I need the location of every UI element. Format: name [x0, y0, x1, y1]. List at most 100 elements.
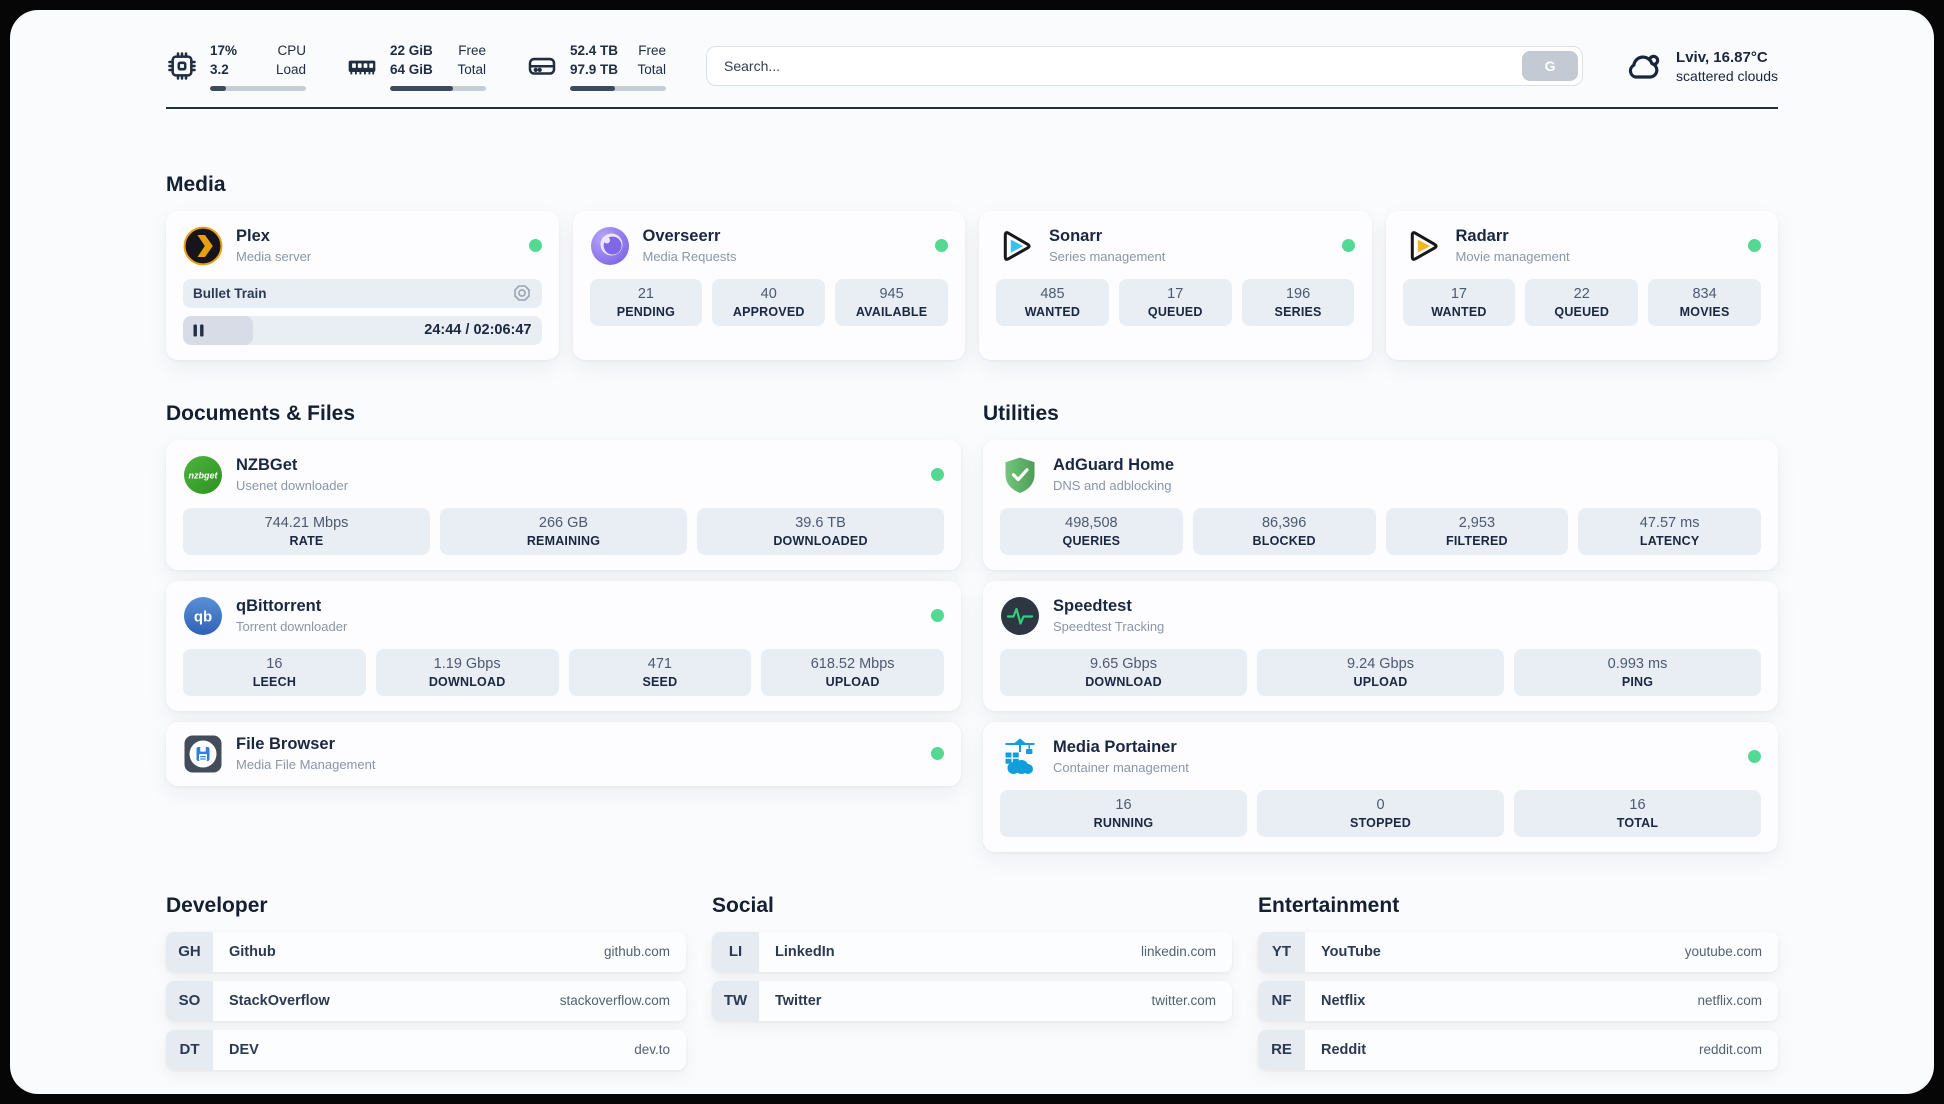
link-twitter[interactable]: TW Twitter twitter.com: [712, 980, 1232, 1021]
cpu-load-value: 3.2: [210, 61, 229, 77]
disk-total-value: 97.9 TB: [570, 61, 619, 77]
sonarr-icon: [996, 226, 1036, 266]
link-abbr: GH: [166, 931, 213, 972]
stat-tile: 21 PENDING: [589, 278, 703, 326]
weather-condition: scattered clouds: [1676, 67, 1778, 84]
search-input[interactable]: [711, 58, 1523, 75]
pause-icon: [193, 324, 204, 337]
stat-tile: 1.19 Gbps DOWNLOAD: [375, 648, 559, 696]
link-youtube[interactable]: YT YouTube youtube.com: [1258, 931, 1778, 972]
adguard-icon: [1000, 455, 1040, 495]
status-dot: [935, 239, 948, 253]
link-github[interactable]: GH Github github.com: [166, 931, 686, 972]
qbittorrent-icon: qb: [183, 596, 223, 636]
stat-tile: 16 RUNNING: [1000, 789, 1247, 837]
status-dot: [528, 239, 542, 253]
section-title-developer: Developer: [166, 893, 268, 917]
overseerr-icon: [590, 226, 630, 266]
stat-tile: 17 QUEUED: [1118, 278, 1232, 326]
plex-icon: [183, 226, 223, 266]
stat-tile: 618.52 Mbps UPLOAD: [761, 648, 944, 696]
stat-tile: 39.6 TB DOWNLOADED: [697, 507, 944, 555]
dashboard-page: 17% 3.2 CPU Load: [10, 10, 1934, 1094]
adguard-card[interactable]: AdGuard Home DNS and adblocking 498,508 …: [983, 439, 1778, 570]
link-url: youtube.com: [1684, 944, 1762, 960]
stat-tile: 0.993 ms PING: [1514, 648, 1761, 696]
link-linkedin[interactable]: LI LinkedIn linkedin.com: [712, 931, 1232, 972]
app-name: Radarr: [1455, 227, 1509, 246]
app-name: AdGuard Home: [1053, 456, 1175, 475]
app-desc: Media File Management: [236, 757, 376, 773]
link-netflix[interactable]: NF Netflix netflix.com: [1258, 980, 1778, 1021]
section-title-documents: Documents & Files: [166, 401, 356, 425]
ram-icon: [348, 61, 376, 75]
link-stackoverflow[interactable]: SO StackOverflow stackoverflow.com: [166, 980, 686, 1021]
app-desc: Media server: [236, 249, 312, 265]
stat-tile: 16 TOTAL: [1514, 789, 1761, 837]
media-grid: Plex Media server Bullet Train: [166, 210, 1778, 360]
app-desc: Series management: [1049, 249, 1166, 265]
search-engine-button[interactable]: G: [1522, 51, 1579, 82]
cloud-icon: [1628, 55, 1660, 79]
nzbget-icon: nzbget: [183, 455, 223, 495]
header-divider: [166, 106, 1778, 109]
plex-card[interactable]: Plex Media server Bullet Train: [166, 210, 559, 360]
link-url: reddit.com: [1698, 1042, 1762, 1058]
sonarr-card[interactable]: Sonarr Series management 485 WANTED 17 Q…: [979, 210, 1372, 360]
storage-progress-bar: [570, 85, 666, 91]
section-title-entertainment: Entertainment: [1258, 893, 1400, 917]
social-section: Social LI LinkedIn linkedin.com TW Twitt…: [712, 852, 1232, 1030]
overseerr-card[interactable]: Overseerr Media Requests 21 PENDING 40 A…: [572, 210, 965, 360]
status-dot: [931, 468, 944, 482]
app-desc: Movie management: [1455, 249, 1570, 265]
stat-tile: 471 SEED: [568, 648, 752, 696]
stat-tile: 945 AVAILABLE: [835, 278, 948, 326]
link-abbr: LI: [712, 931, 759, 972]
stat-tile: 17 WANTED: [1402, 278, 1516, 326]
link-name: Netflix: [1321, 992, 1366, 1009]
app-name: File Browser: [236, 735, 336, 754]
app-name: NZBGet: [236, 456, 298, 475]
link-abbr: YT: [1258, 931, 1305, 972]
app-desc: Torrent downloader: [236, 619, 348, 635]
link-name: StackOverflow: [229, 992, 330, 1009]
filebrowser-card[interactable]: File Browser Media File Management: [166, 721, 961, 786]
stat-tile: 9.24 Gbps UPLOAD: [1257, 648, 1504, 696]
now-playing-row: Bullet Train: [183, 278, 542, 308]
memory-progress-bar: [390, 85, 486, 91]
link-name: Twitter: [775, 992, 822, 1009]
ram-total-value: 64 GiB: [390, 61, 433, 77]
top-bar: 17% 3.2 CPU Load: [166, 10, 1778, 91]
nzbget-card[interactable]: nzbget NZBGet Usenet downloader 74: [166, 439, 961, 570]
ram-free-label: Free: [458, 43, 486, 58]
stat-tile: 266 GB REMAINING: [440, 507, 687, 555]
cpu-icon: [168, 52, 196, 81]
portainer-card[interactable]: Media Portainer Container management 16 …: [983, 721, 1778, 852]
load-label: Load: [275, 61, 306, 77]
memory-stat: 22 GiB 64 GiB Free Total: [346, 42, 486, 91]
link-abbr: SO: [166, 980, 213, 1021]
link-abbr: TW: [712, 980, 759, 1021]
app-desc: Usenet downloader: [236, 478, 349, 494]
link-name: Github: [229, 943, 276, 960]
radarr-icon: [1403, 226, 1443, 266]
stat-tile: 834 MOVIES: [1648, 278, 1761, 326]
now-playing-title: Bullet Train: [193, 285, 267, 301]
radarr-card[interactable]: Radarr Movie management 17 WANTED 22 QUE…: [1385, 210, 1778, 360]
speedtest-card[interactable]: Speedtest Speedtest Tracking 9.65 Gbps D…: [983, 580, 1778, 711]
stat-tile: 498,508 QUERIES: [1000, 507, 1183, 555]
cpu-usage-value: 17%: [210, 43, 238, 58]
qbittorrent-card[interactable]: qb qBittorrent Torrent downloader: [166, 580, 961, 711]
expand-media-icon[interactable]: [512, 283, 532, 303]
stat-tile: 16 LEECH: [183, 648, 366, 696]
link-url: twitter.com: [1151, 993, 1216, 1009]
disk-free-label: Free: [638, 43, 666, 58]
link-url: linkedin.com: [1140, 944, 1216, 960]
link-reddit[interactable]: RE Reddit reddit.com: [1258, 1029, 1778, 1070]
svg-text:qb: qb: [194, 608, 212, 625]
link-dev[interactable]: DT DEV dev.to: [166, 1029, 686, 1070]
cpu-progress-bar: [210, 85, 306, 91]
app-desc: Speedtest Tracking: [1053, 619, 1165, 635]
documents-section: Documents & Files nzbget: [166, 360, 961, 786]
app-name: qBittorrent: [236, 597, 322, 616]
